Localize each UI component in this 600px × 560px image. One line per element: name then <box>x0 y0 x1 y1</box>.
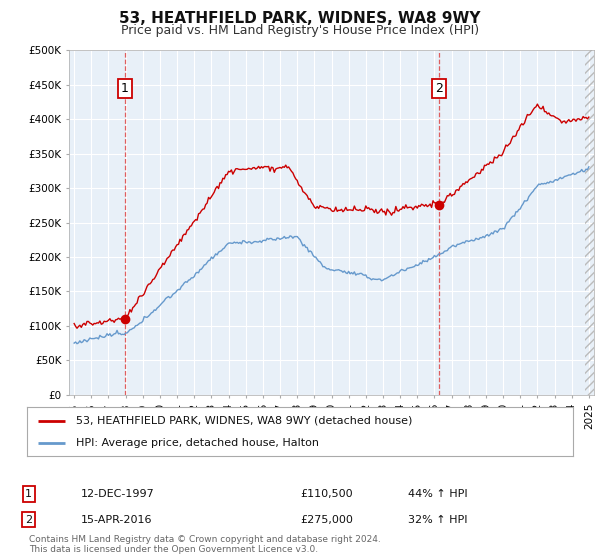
Text: £275,000: £275,000 <box>300 515 353 525</box>
Text: 15-APR-2016: 15-APR-2016 <box>81 515 152 525</box>
Text: Contains HM Land Registry data © Crown copyright and database right 2024.
This d: Contains HM Land Registry data © Crown c… <box>29 535 380 554</box>
Text: 53, HEATHFIELD PARK, WIDNES, WA8 9WY (detached house): 53, HEATHFIELD PARK, WIDNES, WA8 9WY (de… <box>76 416 413 426</box>
Text: 2: 2 <box>25 515 32 525</box>
Text: 1: 1 <box>121 82 128 95</box>
Text: 2: 2 <box>436 82 443 95</box>
Bar <box>586 50 594 395</box>
Text: 44% ↑ HPI: 44% ↑ HPI <box>408 489 467 499</box>
Text: Price paid vs. HM Land Registry's House Price Index (HPI): Price paid vs. HM Land Registry's House … <box>121 24 479 37</box>
Text: 1: 1 <box>25 489 32 499</box>
Text: £110,500: £110,500 <box>300 489 353 499</box>
Text: 32% ↑ HPI: 32% ↑ HPI <box>408 515 467 525</box>
Text: HPI: Average price, detached house, Halton: HPI: Average price, detached house, Halt… <box>76 437 319 447</box>
Text: 12-DEC-1997: 12-DEC-1997 <box>81 489 155 499</box>
Text: 53, HEATHFIELD PARK, WIDNES, WA8 9WY: 53, HEATHFIELD PARK, WIDNES, WA8 9WY <box>119 11 481 26</box>
